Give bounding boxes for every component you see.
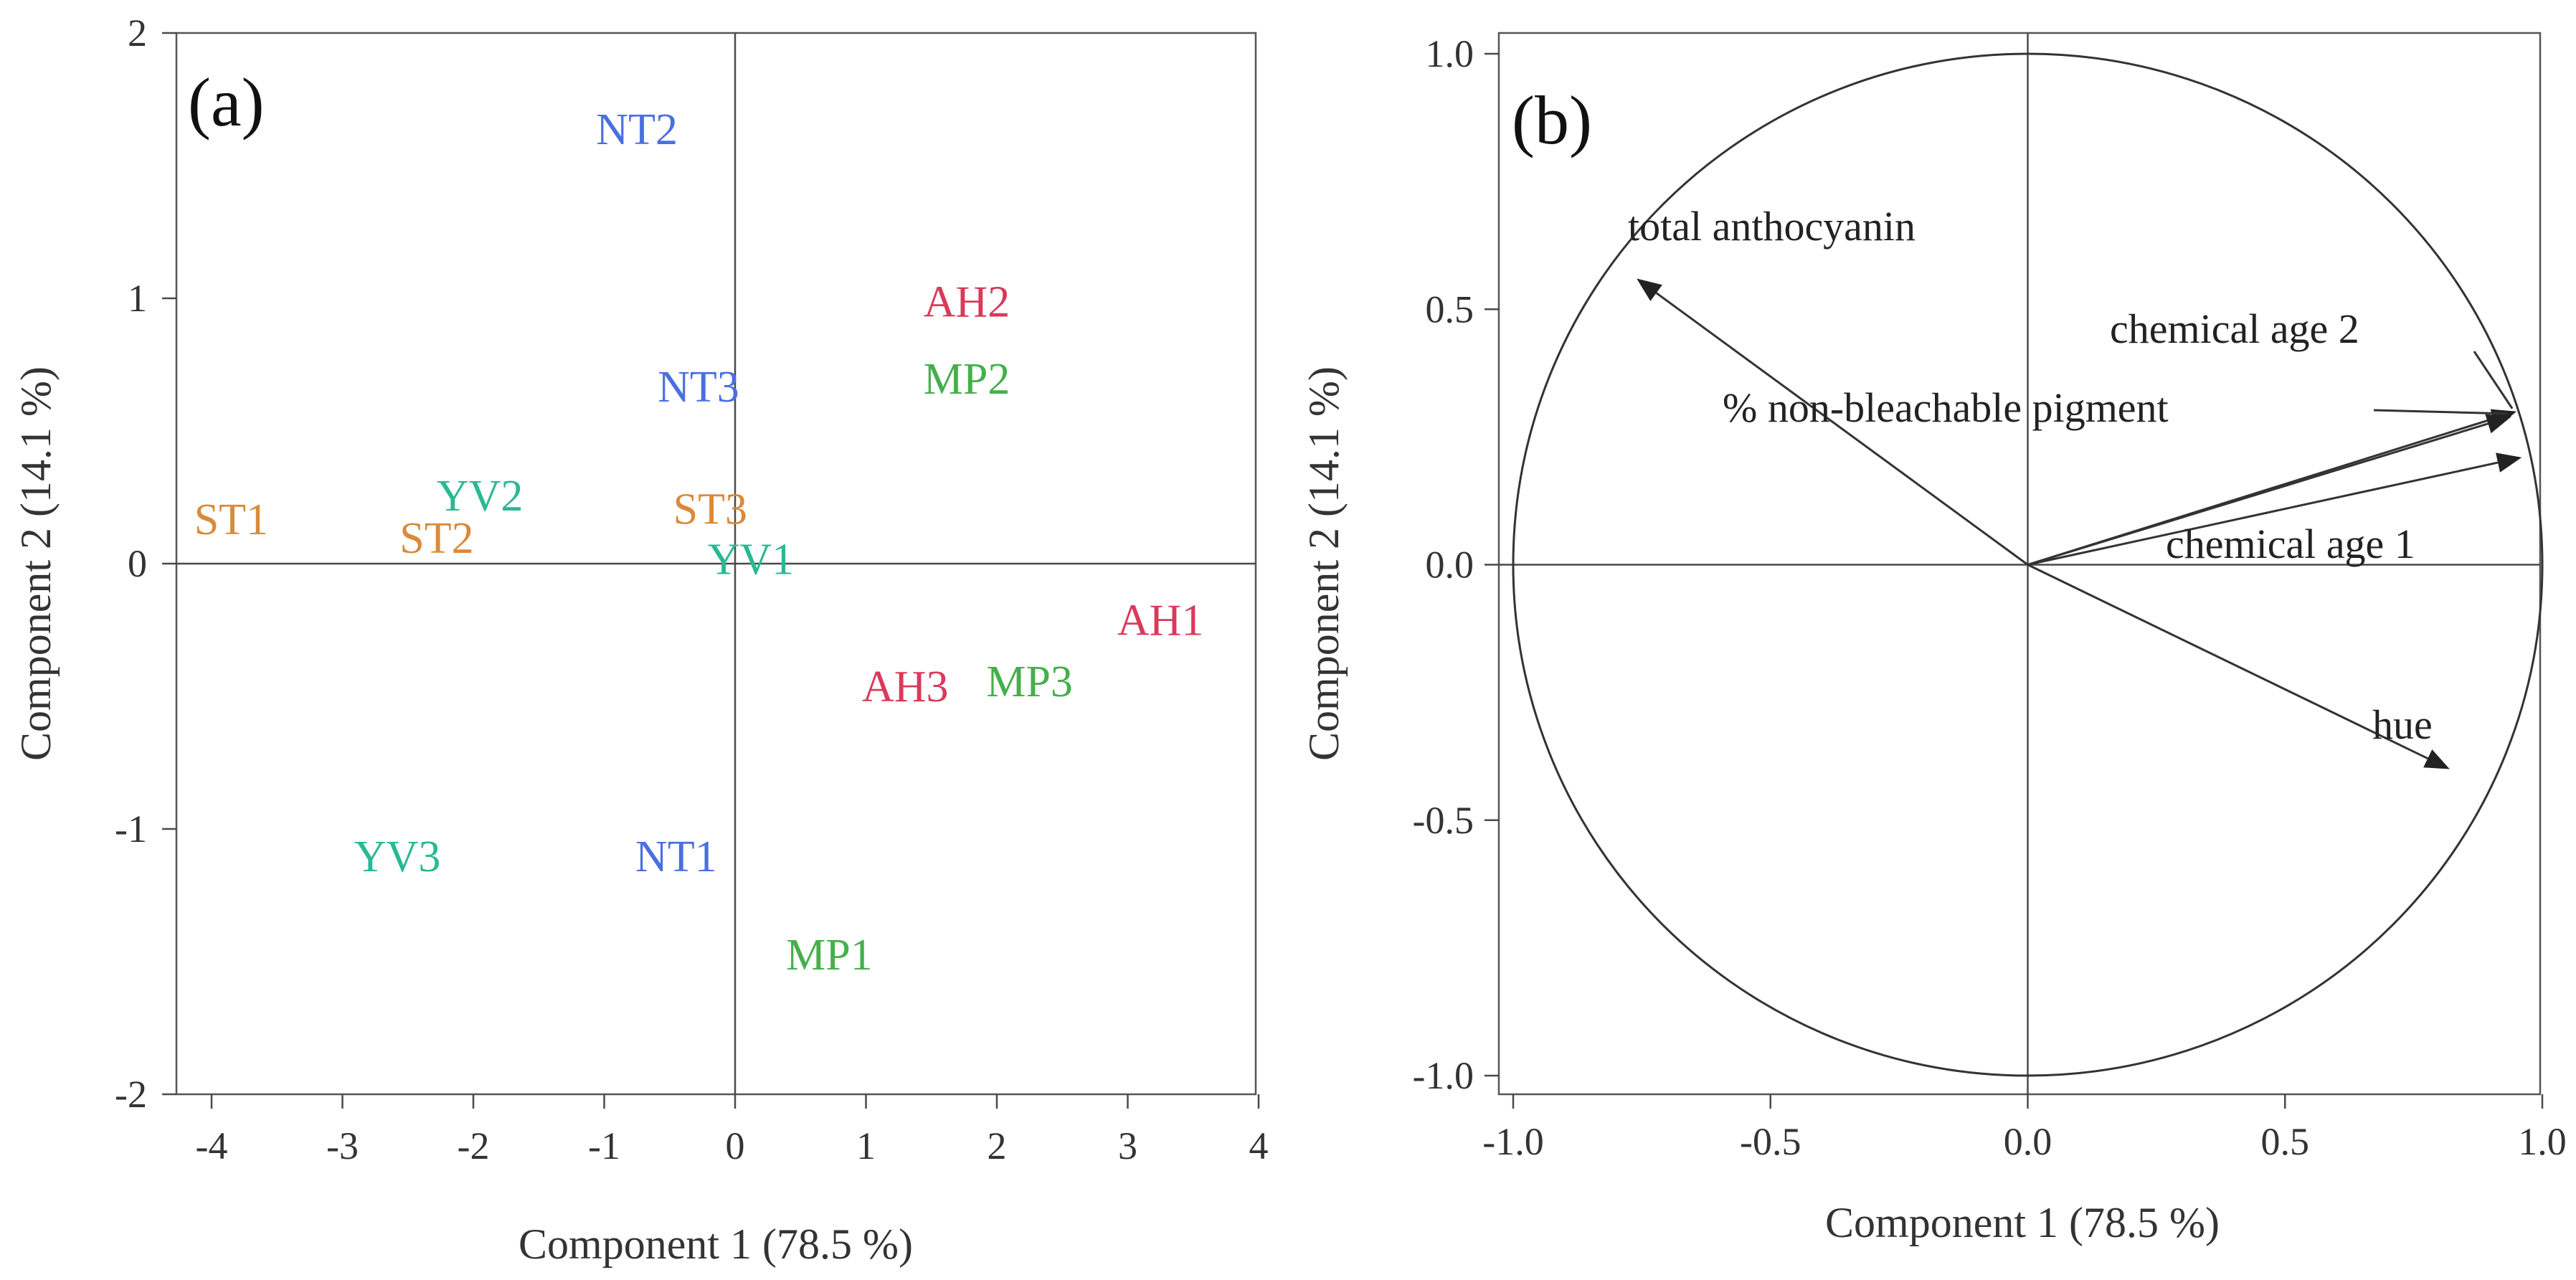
point-st1: ST1 (194, 496, 268, 544)
b-xtick-label: 0.5 (2261, 1120, 2310, 1163)
panel-a-x-ticks: -4 -3 -2 -1 0 1 2 3 4 (196, 1094, 1269, 1167)
point-mp2: MP2 (924, 355, 1010, 404)
panel-a-score-plot: -4 -3 -2 -1 0 1 2 3 4 -2 -1 0 1 2 NT2 AH2 MP2 NT3 YV2 ST1… (12, 11, 1269, 1268)
panel-b-letter: (b) (1512, 82, 1592, 158)
vector-label-total-anthocyanin: total anthocyanin (1628, 203, 1916, 250)
panel-a-y-axis-title: Component 2 (14.1 %) (12, 366, 60, 761)
panel-b-unit-circle (1512, 52, 2544, 1077)
vector-arrowhead-non-bleachable-pigment (2485, 414, 2511, 434)
panel-b-y-ticks: -1.0 -0.5 0.0 0.5 1.0 (1413, 32, 1499, 1097)
b-xtick-label: -1.0 (1482, 1120, 1543, 1163)
point-ah2: AH2 (924, 278, 1010, 327)
b-ytick-label: 0.0 (1426, 544, 1474, 587)
a-ytick-label: -1 (115, 807, 147, 850)
b-xtick-label: 0.0 (2004, 1120, 2052, 1163)
panel-b-loading-plot: -1.0 -0.5 0.0 0.5 1.0 -1.0 -0.5 0.0 0.5 1.0 tota… (1300, 32, 2567, 1246)
point-nt1: NT1 (635, 833, 717, 881)
point-st2: ST2 (399, 514, 473, 563)
panel-a-y-ticks: -2 -1 0 1 2 (115, 11, 176, 1116)
b-ytick-label: 0.5 (1426, 288, 1474, 331)
vector-label-non-bleachable-pigment: % non-bleachable pigment (1723, 384, 2169, 431)
point-mp1: MP1 (786, 931, 873, 980)
panel-b-vectors: total anthocyanin chemical age 2 % non-ble… (1628, 203, 2522, 769)
vector-hue (2027, 564, 2428, 760)
a-xtick-label: 0 (726, 1124, 745, 1167)
a-xtick-label: -3 (326, 1124, 359, 1167)
vector-label-chemical-age-2: chemical age 2 (2110, 305, 2359, 352)
b-ytick-label: 1.0 (1426, 32, 1474, 75)
b-xtick-label: -0.5 (1740, 1120, 1801, 1163)
panel-a-x-axis-title: Component 1 (78.5 %) (518, 1220, 913, 1268)
point-nt3: NT3 (658, 363, 739, 412)
vector-label-chemical-age-1: chemical age 1 (2166, 521, 2415, 567)
leader-chemical-age-2 (2473, 351, 2514, 409)
a-xtick-label: -2 (458, 1124, 490, 1167)
b-xtick-label: 1.0 (2518, 1120, 2567, 1163)
panel-b-x-ticks: -1.0 -0.5 0.0 0.5 1.0 (1482, 1094, 2567, 1163)
a-xtick-label: 4 (1249, 1124, 1269, 1167)
panel-a-letter: (a) (188, 64, 265, 141)
a-ytick-label: 0 (128, 542, 147, 585)
b-ytick-label: -0.5 (1413, 799, 1474, 842)
b-ytick-label: -1.0 (1413, 1054, 1474, 1097)
vector-total-anthocyanin (1655, 292, 2029, 566)
point-yv3: YV3 (354, 833, 441, 881)
point-nt2: NT2 (596, 105, 678, 154)
a-ytick-label: 1 (128, 277, 147, 320)
a-xtick-label: -4 (196, 1124, 228, 1167)
vector-arrowhead-total-anthocyanin (1637, 278, 1662, 301)
point-yv2: YV2 (437, 472, 524, 521)
panel-b-x-axis-title: Component 1 (78.5 %) (1825, 1199, 2220, 1246)
a-xtick-label: 3 (1118, 1124, 1137, 1167)
a-xtick-label: 2 (988, 1124, 1007, 1167)
point-ah1: AH1 (1117, 597, 1204, 645)
point-st3: ST3 (673, 485, 747, 534)
a-xtick-label: -1 (588, 1124, 620, 1167)
panel-b-frame (1497, 32, 2542, 1096)
point-mp3: MP3 (986, 658, 1073, 706)
a-ytick-label: 2 (128, 11, 147, 54)
point-yv1: YV1 (708, 536, 795, 584)
leader-non-bleachable-pigment (2373, 409, 2507, 415)
vector-arrowhead-hue (2423, 749, 2450, 769)
a-ytick-label: -2 (115, 1073, 147, 1116)
vector-arrowhead-chemical-age-1 (2496, 452, 2522, 473)
vector-chemical-age-1 (2027, 461, 2499, 566)
panel-b-y-axis-title: Component 2 (14.1 %) (1300, 366, 1348, 761)
vector-non-bleachable-pigment (2027, 422, 2489, 566)
vector-label-hue: hue (2372, 701, 2433, 748)
a-xtick-label: 1 (856, 1124, 876, 1167)
point-ah3: AH3 (862, 663, 949, 711)
